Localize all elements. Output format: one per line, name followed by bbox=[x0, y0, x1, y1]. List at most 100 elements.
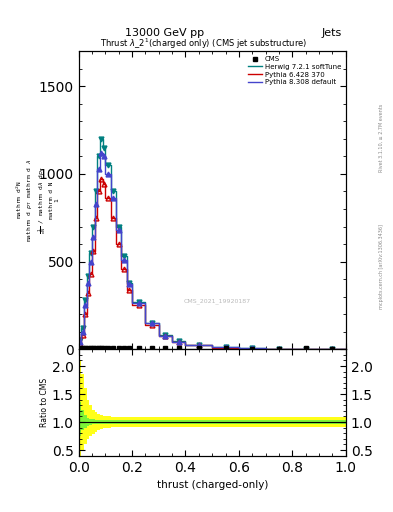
Herwig 7.2.1 softTune bbox=[103, 144, 108, 151]
Herwig 7.2.1 softTune bbox=[183, 342, 188, 348]
Y-axis label: Ratio to CMS: Ratio to CMS bbox=[40, 378, 49, 427]
Pythia 8.308 default bbox=[100, 150, 105, 156]
Pythia 8.308 default bbox=[100, 153, 105, 159]
Herwig 7.2.1 softTune bbox=[119, 253, 124, 260]
Herwig 7.2.1 softTune bbox=[124, 280, 129, 286]
Pythia 8.308 default bbox=[82, 303, 86, 309]
Pythia 6.428 370 bbox=[100, 176, 105, 182]
Herwig 7.2.1 softTune bbox=[114, 188, 118, 195]
CMS bbox=[94, 345, 98, 351]
Text: mcplots.cern.ch [arXiv:1306.3436]: mcplots.cern.ch [arXiv:1306.3436] bbox=[379, 224, 384, 309]
Pythia 6.428 370 bbox=[210, 343, 215, 349]
Herwig 7.2.1 softTune bbox=[100, 136, 105, 142]
Pythia 6.428 370 bbox=[114, 215, 118, 221]
Herwig 7.2.1 softTune bbox=[183, 338, 188, 345]
Pythia 8.308 default bbox=[170, 338, 174, 345]
Pythia 6.428 370 bbox=[108, 196, 113, 202]
Pythia 8.308 default bbox=[87, 259, 92, 265]
Pythia 6.428 370 bbox=[170, 339, 174, 345]
Pythia 8.308 default bbox=[317, 346, 321, 352]
Pythia 6.428 370 bbox=[317, 346, 321, 352]
Herwig 7.2.1 softTune bbox=[82, 325, 86, 331]
Herwig 7.2.1 softTune bbox=[100, 144, 105, 151]
Pythia 8.308 default bbox=[143, 320, 148, 326]
Herwig 7.2.1 softTune bbox=[143, 320, 148, 326]
Pythia 6.428 370 bbox=[143, 303, 148, 309]
Pythia 6.428 370 bbox=[90, 271, 94, 277]
Pythia 8.308 default bbox=[124, 257, 129, 263]
Pythia 6.428 370 bbox=[79, 332, 84, 338]
CMS bbox=[77, 345, 82, 351]
Pythia 8.308 default bbox=[79, 339, 84, 345]
Pythia 8.308 default bbox=[84, 303, 89, 309]
Line: Pythia 6.428 370: Pythia 6.428 370 bbox=[79, 179, 346, 349]
Pythia 8.308 default bbox=[95, 201, 100, 207]
Herwig 7.2.1 softTune bbox=[317, 346, 321, 352]
Herwig 7.2.1 softTune bbox=[108, 162, 113, 168]
Pythia 8.308 default bbox=[210, 342, 215, 348]
Y-axis label: mathrm d$^2$N
mathrm d $p_{\mathrm{T}}$ mathrm d $\lambda$
$\frac{1}{\mathrm{d}N: mathrm d$^2$N mathrm d $p_{\mathrm{T}}$ … bbox=[15, 159, 59, 242]
Pythia 8.308 default bbox=[108, 196, 113, 202]
Pythia 8.308 default bbox=[97, 150, 102, 156]
Pythia 6.428 370 bbox=[100, 181, 105, 187]
Legend: CMS, Herwig 7.2.1 softTune, Pythia 6.428 370, Pythia 8.308 default: CMS, Herwig 7.2.1 softTune, Pythia 6.428… bbox=[246, 55, 342, 87]
Pythia 6.428 370 bbox=[343, 346, 348, 352]
CMS bbox=[80, 345, 85, 351]
Herwig 7.2.1 softTune bbox=[76, 337, 81, 344]
Pythia 8.308 default bbox=[92, 234, 97, 240]
CMS bbox=[91, 345, 95, 351]
CMS bbox=[86, 345, 90, 351]
Pythia 8.308 default bbox=[183, 342, 188, 348]
Pythia 6.428 370 bbox=[290, 346, 295, 352]
Pythia 8.308 default bbox=[317, 346, 321, 352]
Herwig 7.2.1 softTune bbox=[95, 188, 100, 195]
Pythia 8.308 default bbox=[237, 345, 241, 351]
Pythia 6.428 370 bbox=[103, 181, 108, 187]
CMS bbox=[127, 345, 132, 351]
Pythia 8.308 default bbox=[90, 259, 94, 265]
CMS bbox=[223, 345, 228, 351]
CMS bbox=[196, 345, 201, 351]
Herwig 7.2.1 softTune bbox=[130, 280, 134, 286]
Pythia 6.428 370 bbox=[143, 322, 148, 328]
Herwig 7.2.1 softTune bbox=[84, 297, 89, 303]
Pythia 8.308 default bbox=[263, 346, 268, 352]
CMS bbox=[102, 345, 107, 351]
Pythia 8.308 default bbox=[92, 201, 97, 207]
Herwig 7.2.1 softTune bbox=[290, 346, 295, 352]
Pythia 8.308 default bbox=[119, 227, 124, 233]
Pythia 6.428 370 bbox=[95, 215, 100, 221]
Herwig 7.2.1 softTune bbox=[343, 346, 348, 352]
Pythia 6.428 370 bbox=[263, 346, 268, 352]
Pythia 6.428 370 bbox=[95, 188, 100, 195]
Herwig 7.2.1 softTune bbox=[237, 345, 241, 351]
Pythia 8.308 default bbox=[114, 227, 118, 233]
Pythia 8.308 default bbox=[156, 320, 161, 326]
Pythia 6.428 370 bbox=[76, 341, 81, 347]
Pythia 6.428 370 bbox=[79, 341, 84, 347]
Herwig 7.2.1 softTune bbox=[108, 188, 113, 195]
Pythia 8.308 default bbox=[130, 300, 134, 306]
Herwig 7.2.1 softTune bbox=[92, 188, 97, 195]
Pythia 6.428 370 bbox=[84, 290, 89, 296]
CMS bbox=[122, 345, 127, 351]
Pythia 6.428 370 bbox=[103, 196, 108, 202]
CMS bbox=[303, 345, 308, 351]
Pythia 6.428 370 bbox=[92, 248, 97, 254]
Herwig 7.2.1 softTune bbox=[210, 345, 215, 351]
Pythia 8.308 default bbox=[97, 165, 102, 172]
Herwig 7.2.1 softTune bbox=[92, 223, 97, 229]
CMS bbox=[150, 345, 154, 351]
Herwig 7.2.1 softTune bbox=[95, 153, 100, 159]
Pythia 8.308 default bbox=[343, 346, 348, 352]
Pythia 6.428 370 bbox=[124, 287, 129, 293]
CMS bbox=[106, 345, 110, 351]
Herwig 7.2.1 softTune bbox=[210, 342, 215, 348]
Herwig 7.2.1 softTune bbox=[290, 346, 295, 352]
Text: 13000 GeV pp: 13000 GeV pp bbox=[125, 28, 205, 38]
Text: Thrust $\lambda\_2^1$(charged only) (CMS jet substructure): Thrust $\lambda\_2^1$(charged only) (CMS… bbox=[100, 37, 307, 51]
Herwig 7.2.1 softTune bbox=[87, 272, 92, 279]
Line: Pythia 8.308 default: Pythia 8.308 default bbox=[79, 153, 346, 349]
Pythia 6.428 370 bbox=[210, 345, 215, 351]
Pythia 6.428 370 bbox=[124, 266, 129, 272]
